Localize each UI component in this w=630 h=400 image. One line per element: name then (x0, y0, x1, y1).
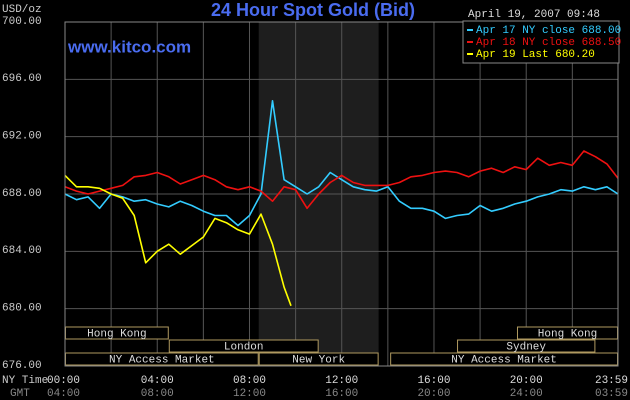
plot-frame (64, 21, 619, 367)
series-line (64, 150, 619, 210)
timestamp: April 19, 2007 09:48 (468, 9, 600, 21)
x-tick-label: 08:00 (233, 375, 266, 387)
session-label: NY Access Market (109, 354, 215, 366)
y-tick-label: 684.00 (2, 245, 42, 257)
chart-title: 24 Hour Spot Gold (Bid) (211, 0, 415, 20)
legend-label: Apr 17 NY close 688.00 (476, 25, 621, 37)
session-label: London (224, 341, 264, 353)
session-label: Hong Kong (538, 328, 597, 340)
session-label: New York (292, 354, 345, 366)
session-label: Hong Kong (87, 328, 146, 340)
x-tick-label: 20:00 (510, 375, 543, 387)
x-axis-label: NY Time (2, 375, 48, 387)
y-tick-label: 692.00 (2, 131, 42, 143)
x2-tick-label: 08:00 (141, 388, 174, 400)
x2-tick-label: 04:00 (47, 388, 80, 400)
x-tick-label: 00:00 (47, 375, 80, 387)
y-axis-label: USD/oz (2, 4, 42, 16)
series-line (64, 100, 619, 227)
session-box (168, 339, 319, 353)
legend-label: Apr 19 Last 680.20 (476, 49, 595, 61)
y-tick-label: 676.00 (2, 360, 42, 372)
x-tick-label: 23:59 (595, 375, 628, 387)
legend-box (462, 20, 620, 64)
x-tick-label: 04:00 (141, 375, 174, 387)
session-label: Sydney (506, 341, 546, 353)
y-tick-label: 688.00 (2, 188, 42, 200)
x2-tick-label: 12:00 (233, 388, 266, 400)
y-tick-label: 700.00 (2, 16, 42, 28)
legend-label: Apr 18 NY close 688.50 (476, 37, 621, 49)
x-tick-label: 12:00 (325, 375, 358, 387)
x2-tick-label: 16:00 (325, 388, 358, 400)
x2-tick-label: 03:59 (595, 388, 628, 400)
session-box (457, 339, 596, 353)
session-label: NY Access Market (451, 354, 557, 366)
x2-tick-label: 24:00 (510, 388, 543, 400)
x2-tick-label: 20:00 (417, 388, 450, 400)
y-tick-label: 680.00 (2, 303, 42, 315)
series-line (64, 174, 292, 307)
y-tick-label: 696.00 (2, 73, 42, 85)
session-box (258, 352, 379, 366)
x2-axis-label: GMT (10, 388, 30, 400)
x-tick-label: 16:00 (417, 375, 450, 387)
website: www.kitco.com (67, 37, 191, 56)
